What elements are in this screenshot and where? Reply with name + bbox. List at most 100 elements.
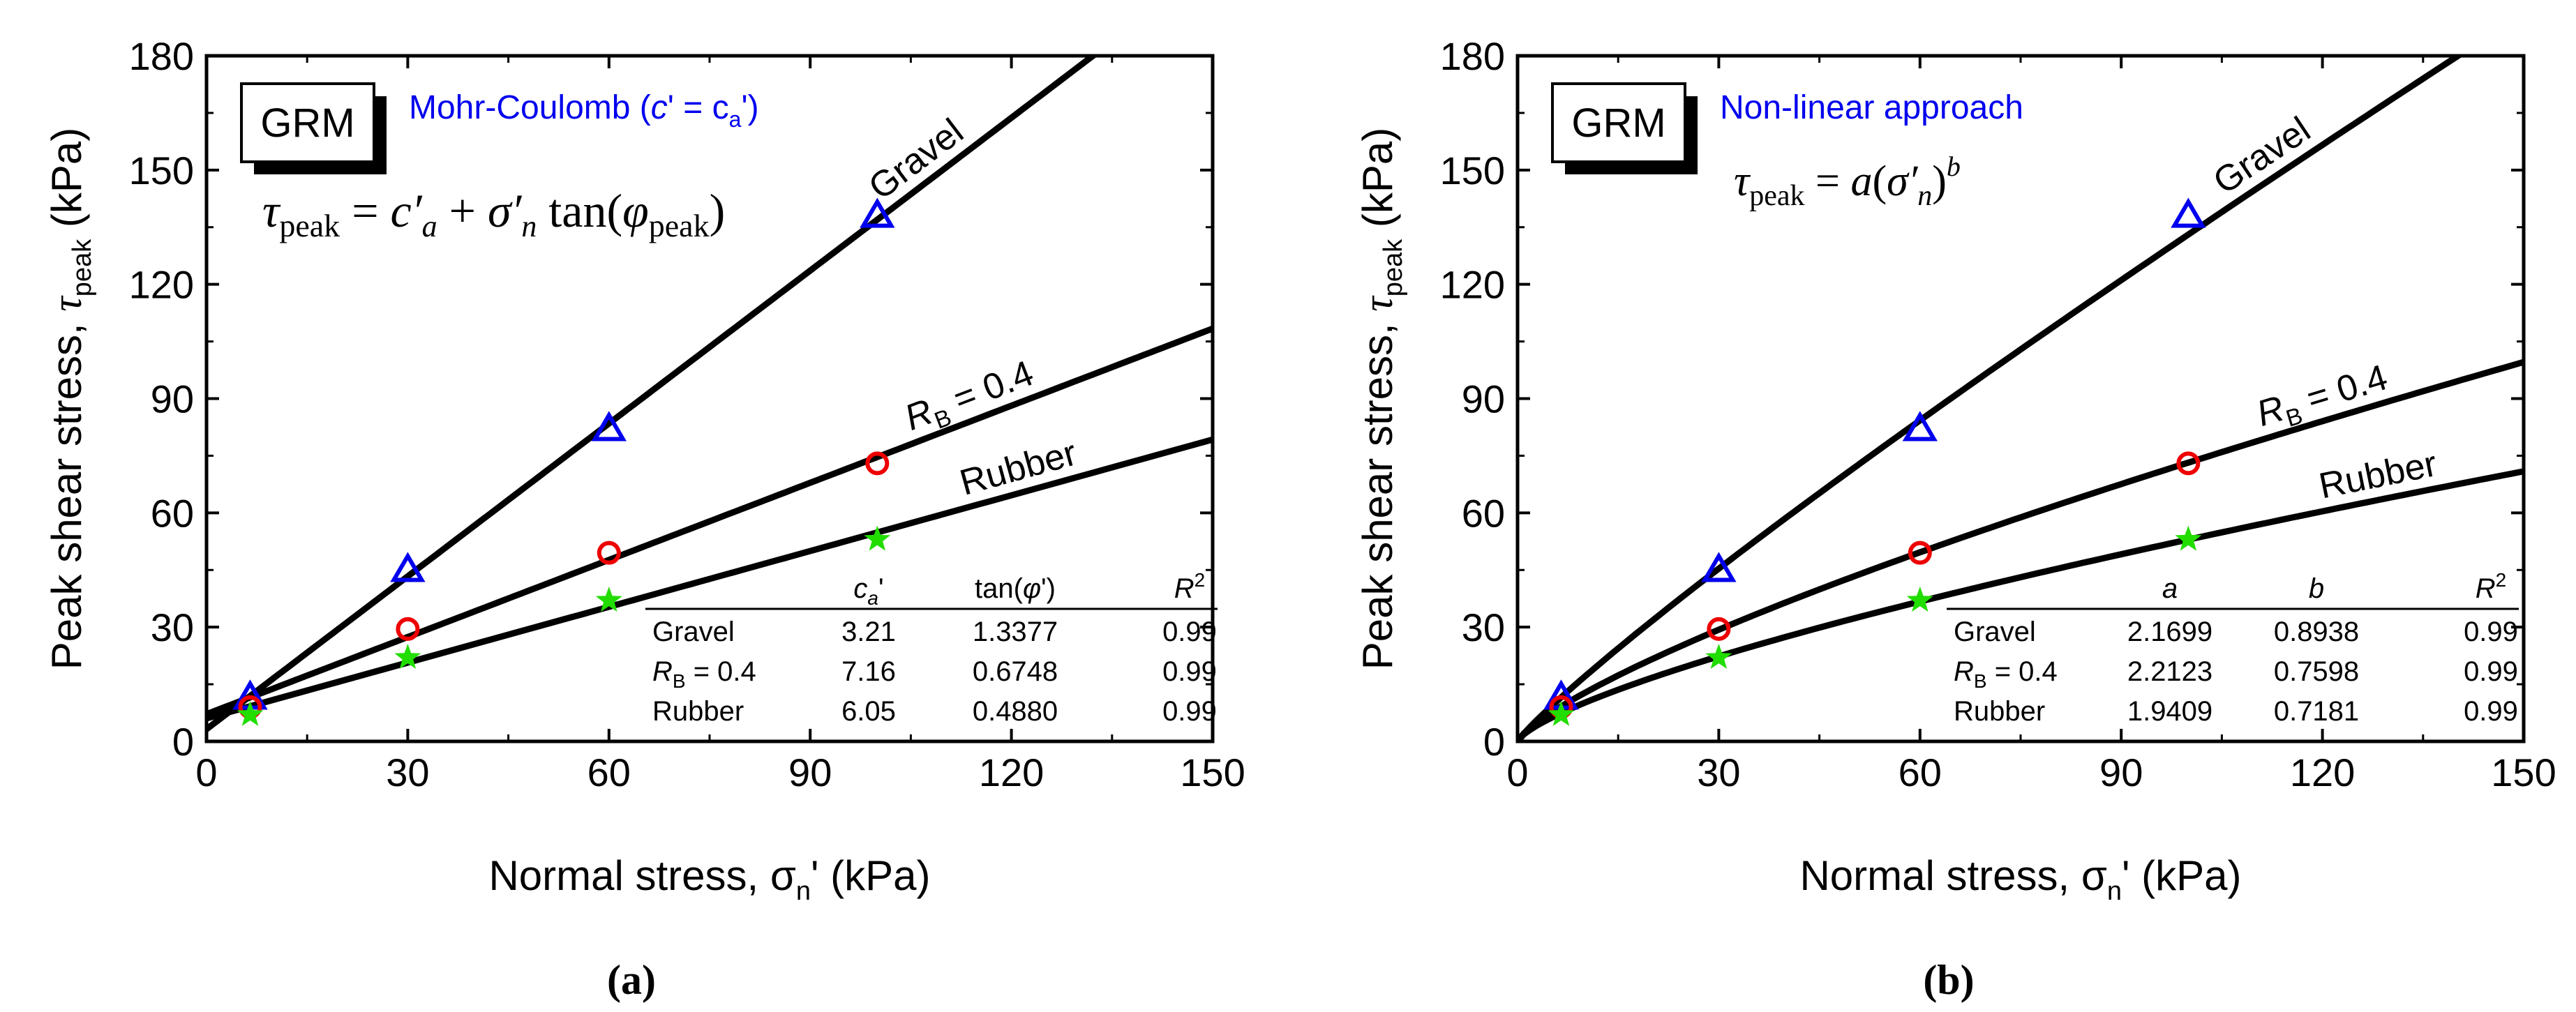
point-rubber: [864, 525, 891, 551]
fit-line-gravel: [1518, 56, 2464, 741]
point-rubber: [1705, 643, 1732, 669]
point-rubber: [2175, 525, 2202, 551]
point-gravel: [591, 411, 627, 441]
table-cell: 2.2123: [2127, 656, 2212, 687]
table-row-label: RB = 0.4: [652, 656, 756, 692]
table-header: ca': [853, 573, 883, 609]
x-tick-label: 30: [386, 750, 429, 794]
x-tick-label: 150: [1180, 750, 1245, 794]
table-row-label: Gravel: [1954, 617, 2036, 647]
point-rubber: [237, 700, 264, 726]
point-gravel: [1701, 552, 1737, 582]
point-rb-0-4: [2176, 451, 2201, 476]
table-row-label: RB = 0.4: [1954, 656, 2058, 692]
x-axis-label: Normal stress, σn' (kPa): [1799, 852, 2241, 906]
y-tick-label: 180: [129, 34, 194, 78]
point-rubber: [1548, 700, 1575, 726]
grm-badge: [1551, 82, 1686, 163]
table-cell: 0.99: [1162, 696, 1217, 727]
fit-line-rubber: [207, 436, 1213, 722]
table-header: R2: [2476, 569, 2506, 604]
y-tick-label: 90: [151, 377, 194, 421]
x-axis-label: Normal stress, σn' (kPa): [488, 852, 930, 906]
point-rubber: [1906, 586, 1933, 612]
table-cell: 0.99: [1162, 656, 1217, 687]
table-header: a: [2162, 573, 2178, 604]
y-tick-label: 120: [129, 263, 194, 307]
table-cell: 2.1699: [2127, 617, 2212, 647]
x-tick-label: 90: [2099, 750, 2143, 794]
y-tick-label: 150: [1440, 149, 1505, 192]
panel-title: Mohr-Coulomb (c' = ca'): [409, 89, 759, 132]
table-cell: 0.7598: [2274, 656, 2359, 687]
point-rubber: [394, 643, 421, 669]
point-rubber: [595, 586, 622, 612]
y-axis-label: Peak shear stress, τpeak (kPa): [43, 128, 97, 670]
point-rb-0-4: [865, 451, 890, 476]
table-cell: 3.21: [841, 617, 896, 647]
x-tick-label: 0: [195, 750, 217, 794]
point-rb-0-4: [597, 541, 621, 565]
point-gravel: [2171, 197, 2206, 228]
x-tick-label: 90: [788, 750, 832, 794]
y-tick-label: 0: [172, 720, 194, 764]
x-tick-label: 120: [2290, 750, 2355, 794]
table-header: b: [2309, 573, 2324, 604]
point-rb-0-4: [1707, 617, 1731, 641]
table-header: R2: [1174, 569, 1205, 604]
curve-label-rb-0-4: RB = 0.4: [2252, 357, 2394, 440]
table-cell: 6.05: [841, 696, 896, 727]
x-tick-label: 60: [587, 750, 631, 794]
fit-line-rb-0-4: [207, 325, 1213, 718]
point-gravel: [860, 197, 895, 228]
table-cell: 0.8938: [2274, 617, 2359, 647]
fit-line-gravel: [207, 56, 1098, 732]
table-header: tan(φ'): [975, 573, 1056, 604]
table-cell: 1.3377: [973, 617, 1058, 647]
table-cell: 0.6748: [973, 656, 1058, 687]
x-tick-label: 60: [1899, 750, 1942, 794]
y-tick-label: 120: [1440, 263, 1505, 307]
table-cell: 0.99: [1162, 617, 1217, 647]
y-tick-label: 30: [1462, 605, 1505, 649]
fit-curves: [207, 56, 1213, 732]
grm-badge-text: GRM: [1571, 100, 1665, 146]
y-tick-label: 60: [1462, 491, 1505, 535]
point-gravel: [1902, 411, 1938, 441]
table-row-label: Rubber: [1954, 696, 2045, 727]
y-axis-label: Peak shear stress, τpeak (kPa): [1354, 128, 1408, 670]
equation: τpeak = a(σ′n)b: [1734, 151, 1961, 212]
y-tick-label: 180: [1440, 34, 1505, 78]
table-cell: 1.9409: [2127, 696, 2212, 727]
point-rb-0-4: [396, 617, 420, 641]
fit-line-rb-0-4: [1518, 358, 2524, 741]
table-cell: 0.4880: [973, 696, 1058, 727]
y-tick-label: 0: [1483, 720, 1505, 764]
table-cell: 0.99: [2464, 617, 2518, 647]
x-tick-label: 150: [2491, 750, 2556, 794]
grm-badge: [240, 82, 375, 163]
y-tick-label: 150: [129, 149, 194, 192]
table-cell: 0.99: [2464, 656, 2518, 687]
fit-line-rubber: [1518, 468, 2524, 741]
curve-label-rb-0-4: RB = 0.4: [899, 353, 1041, 444]
table-cell: 7.16: [841, 656, 896, 687]
table-cell: 0.99: [2464, 696, 2518, 727]
panel-label: (b): [1923, 957, 1974, 1003]
x-tick-label: 120: [979, 750, 1044, 794]
panel-label: (a): [607, 957, 656, 1003]
y-tick-label: 30: [151, 605, 194, 649]
table-cell: 0.7181: [2274, 696, 2359, 727]
table-row-label: Gravel: [652, 617, 735, 647]
fit-curves: [1518, 56, 2524, 741]
panel-a: 0 30 60 90 120 150 0 30 60 90 120 150 180 Normal stre…: [43, 34, 1245, 1003]
y-tick-label: 90: [1462, 377, 1505, 421]
x-tick-label: 0: [1506, 750, 1528, 794]
parameter-table: ca'tan(φ')R2ca'tan(φ')R2Gravel3.211.3377…: [645, 569, 1218, 727]
x-tick-label: 30: [1697, 750, 1740, 794]
grm-badge-text: GRM: [260, 100, 354, 146]
table-row-label: Rubber: [652, 696, 744, 727]
point-rb-0-4: [1908, 541, 1932, 565]
